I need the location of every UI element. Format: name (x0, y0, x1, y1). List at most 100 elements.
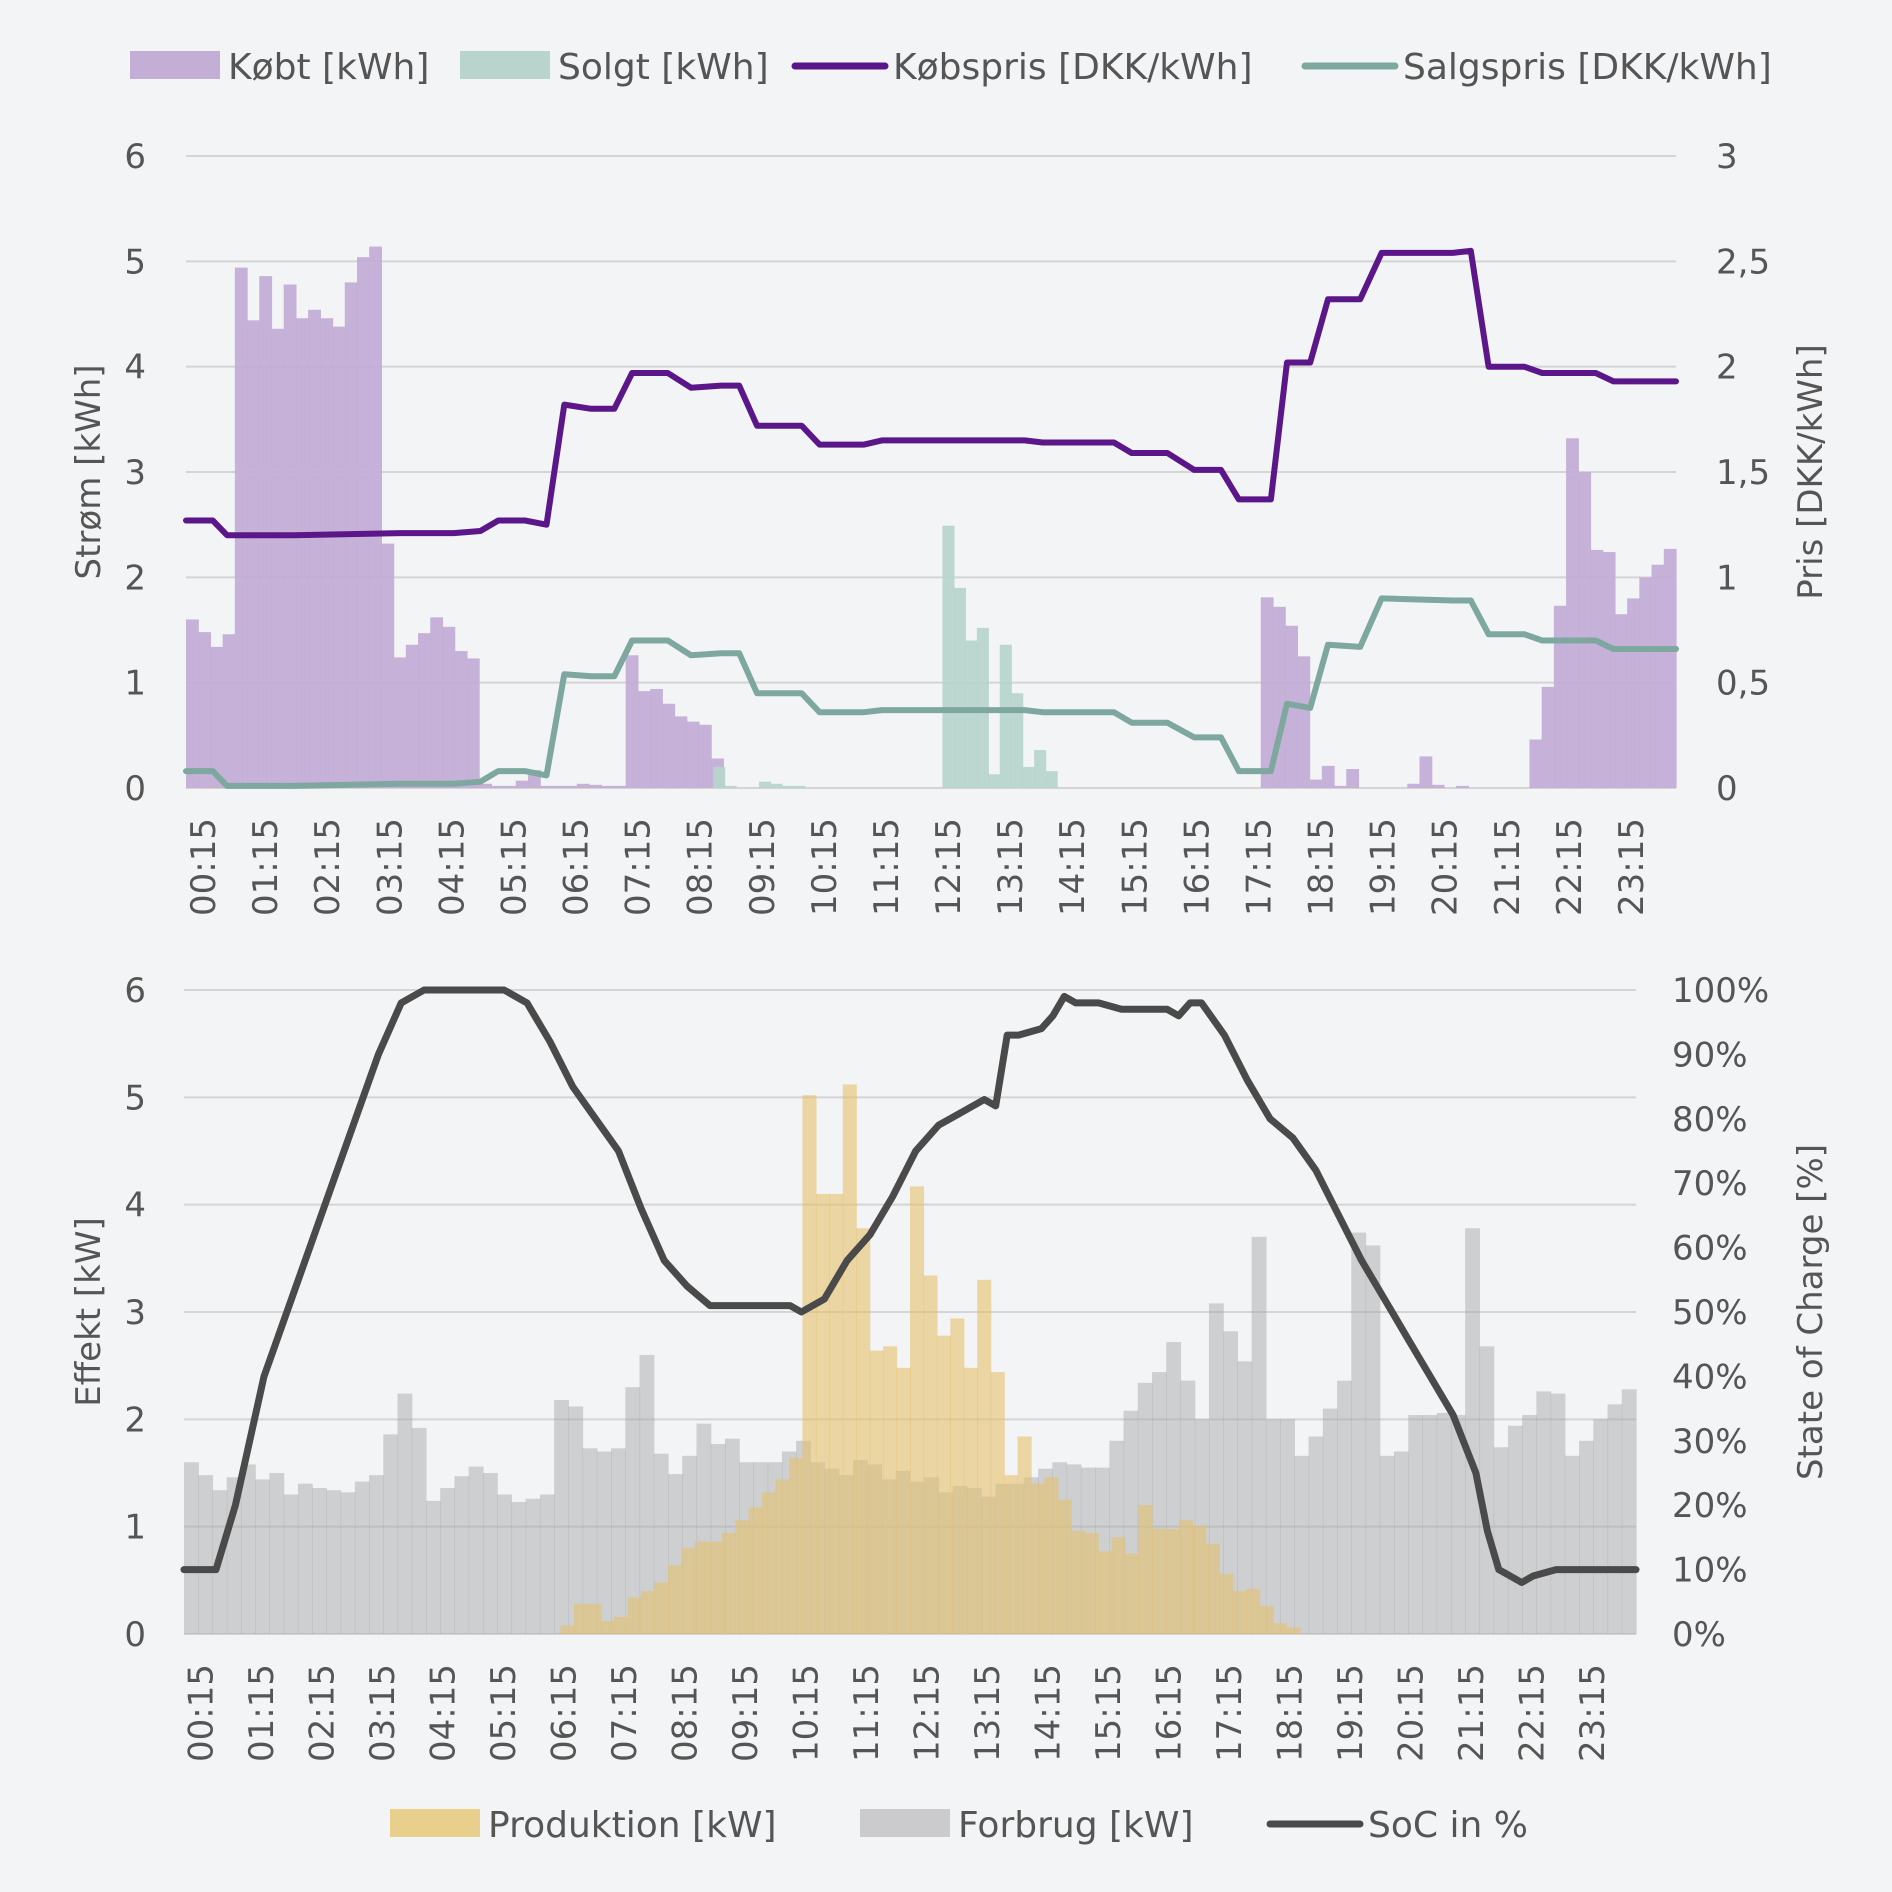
bottom-x-tick: 21:15 (1452, 1664, 1492, 1762)
top-y-tick: 1 (124, 664, 146, 704)
bottom-x-tick: 19:15 (1331, 1664, 1371, 1762)
production-bar (1232, 1591, 1247, 1634)
production-bar (829, 1193, 844, 1634)
production-bar (1219, 1573, 1234, 1634)
bought-bar (698, 724, 712, 788)
bottom-legend-label: Produktion [kW] (488, 1805, 777, 1846)
bottom-x-tick: 02:15 (302, 1664, 342, 1762)
bought-bar (247, 320, 260, 788)
bought-bar (491, 785, 505, 788)
consumption-bar (440, 1488, 456, 1634)
consumption-bar (240, 1464, 256, 1634)
bought-bar (381, 543, 395, 788)
bought-bar (369, 246, 383, 788)
top-y-axis-title: Strøm [kWh] (69, 364, 109, 579)
bottom-x-tick: 20:15 (1391, 1664, 1431, 1762)
production-bar (990, 1372, 1005, 1634)
consumption-bar (426, 1500, 441, 1634)
bought-bar (650, 688, 663, 788)
sold-bar (1045, 771, 1058, 788)
bought-bar (259, 276, 273, 788)
top-x-tick: 22:15 (1550, 818, 1590, 916)
bottom-y-tick: 0 (124, 1615, 146, 1655)
top-x-tick: 08:15 (681, 818, 721, 916)
bought-bar (1578, 472, 1592, 788)
top-x-tick: 04:15 (432, 818, 472, 916)
top-x-tick: 14:15 (1053, 818, 1093, 916)
consumption-bar (468, 1466, 484, 1634)
sold-bar (1022, 766, 1035, 788)
bottom-x-tick: 04:15 (423, 1664, 463, 1762)
top-y2-tick: 1,5 (1716, 453, 1770, 493)
consumption-bar (525, 1498, 541, 1634)
consumption-bar (611, 1448, 626, 1634)
bottom-y-tick: 2 (124, 1400, 146, 1440)
bought-bar (540, 785, 553, 788)
top-x-tick: 20:15 (1426, 818, 1466, 916)
production-bar (802, 1095, 817, 1634)
bottom-x-tick: 09:15 (726, 1664, 766, 1762)
production-bar (614, 1616, 629, 1634)
consumption-bar (1507, 1425, 1523, 1634)
bottom-x-tick: 03:15 (363, 1664, 403, 1762)
bought-bar (1334, 785, 1347, 788)
production-bar (1044, 1477, 1059, 1634)
production-bar (708, 1541, 723, 1634)
bought-bar (1309, 779, 1323, 788)
bought-bar (442, 626, 456, 788)
bought-bar (625, 655, 639, 788)
consumption-bar (397, 1393, 413, 1634)
top-y-tick: 5 (124, 242, 146, 282)
top-x-tick: 02:15 (308, 818, 348, 916)
sold-bar (759, 781, 772, 788)
consumption-bar (1337, 1380, 1352, 1634)
consumption-bar (497, 1494, 513, 1634)
production-bar (600, 1621, 615, 1634)
top-y-tick: 2 (124, 558, 146, 598)
sold-bar (999, 644, 1012, 788)
top-y2-tick: 2,5 (1716, 242, 1770, 282)
top-x-tick: 00:15 (184, 818, 224, 916)
bought-bar (393, 657, 407, 788)
consumption-bar (1536, 1391, 1552, 1634)
consumption-bar (1251, 1236, 1267, 1634)
consumption-bar (1308, 1436, 1324, 1634)
bottom-legend-swatch (860, 1809, 950, 1837)
production-bar (694, 1541, 709, 1634)
production-bar (1273, 1623, 1288, 1634)
bottom-x-tick: 07:15 (605, 1664, 645, 1762)
bought-bar (1590, 549, 1604, 788)
production-bar (1031, 1483, 1046, 1634)
production-bar (936, 1335, 951, 1634)
production-bar (1192, 1525, 1207, 1634)
consumption-bar (1465, 1228, 1481, 1634)
consumption-bar (1365, 1245, 1381, 1634)
top-legend-label: Købspris [DKK/kWh] (893, 47, 1253, 88)
top-x-tick: 17:15 (1239, 818, 1279, 916)
bought-bar (637, 691, 651, 788)
soc-line (180, 986, 1640, 1586)
consumption-bar (1322, 1408, 1338, 1634)
bottom-y2-tick: 90% (1672, 1035, 1748, 1075)
consumption-bar (1522, 1415, 1537, 1634)
bought-bar (503, 785, 517, 788)
bought-bar (1602, 552, 1616, 788)
top-x-tick: 01:15 (246, 818, 286, 916)
production-bar (587, 1603, 602, 1634)
bought-bar (186, 619, 199, 788)
bought-bar (430, 617, 444, 788)
top-legend-label: Salgspris [DKK/kWh] (1403, 47, 1772, 88)
bottom-x-tick: 05:15 (484, 1664, 524, 1762)
bought-bar (686, 721, 700, 788)
top-legend-label: Købt [kWh] (228, 47, 429, 88)
consumption-bar (554, 1400, 569, 1634)
consumption-bar (482, 1473, 498, 1634)
consumption-bar (312, 1488, 327, 1634)
bottom-x-tick: 18:15 (1270, 1664, 1310, 1762)
top-y2-tick: 0 (1716, 769, 1738, 809)
consumption-bar (1436, 1412, 1452, 1634)
bottom-y-axis-title: Effekt [kW] (69, 1217, 109, 1407)
consumption-bar (1237, 1361, 1253, 1634)
top-x-tick: 10:15 (805, 818, 845, 916)
production-bar (963, 1367, 978, 1634)
